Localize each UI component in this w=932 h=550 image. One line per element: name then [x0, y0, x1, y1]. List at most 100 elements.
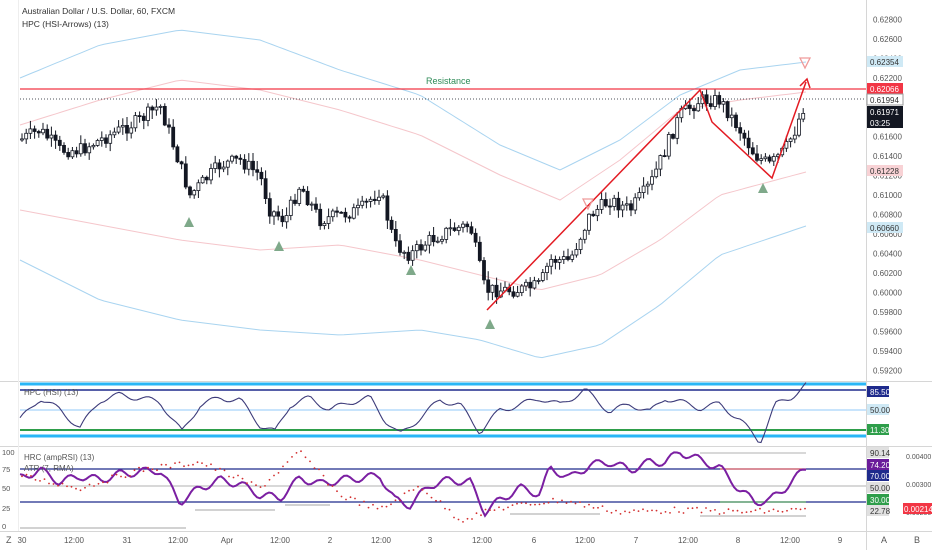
atr-dot	[678, 511, 680, 513]
candle-body	[801, 113, 806, 120]
candle-body	[423, 244, 428, 251]
atr-dot	[381, 505, 383, 508]
atr-dot	[313, 467, 316, 469]
atr-dot	[255, 484, 257, 486]
price-tick-label: 0.59200	[873, 367, 902, 376]
price-badge-label: 03:25	[870, 119, 891, 128]
candle-body	[692, 108, 696, 112]
candle-body	[461, 223, 465, 228]
indicator-title[interactable]: HPC (HSI-Arrows) (13)	[22, 19, 109, 29]
rsi-left-tick: 75	[2, 465, 10, 474]
hsi-badge	[867, 424, 889, 435]
symbol-title[interactable]: Australian Dollar / U.S. Dollar, 60, FXC…	[22, 6, 176, 16]
atr-dot	[723, 512, 725, 514]
atr-dot	[592, 507, 595, 509]
atr-dot	[619, 513, 622, 515]
atr-dot	[30, 475, 32, 477]
rsi-badge	[867, 447, 889, 458]
atr-dot	[538, 503, 541, 506]
atr-dot	[448, 508, 451, 511]
hsi-pane-label[interactable]: HPC (HSI) (13)	[24, 388, 79, 397]
auto-scale-button[interactable]: A	[881, 535, 887, 545]
atr-dot	[295, 452, 298, 454]
candle-body	[578, 238, 583, 250]
candle-body	[272, 211, 276, 217]
hsi-badge	[867, 404, 889, 415]
candle-body	[566, 256, 570, 260]
candle-body	[704, 94, 709, 105]
atr-dot	[642, 508, 644, 511]
atr-dot	[714, 509, 716, 511]
hsi-line	[19, 382, 807, 444]
candle-body	[78, 143, 83, 155]
atr-dot	[489, 509, 491, 511]
candle-body	[608, 205, 612, 208]
price-tick-label: 0.61000	[873, 191, 902, 200]
atr-dot	[340, 495, 343, 498]
atr-dot	[786, 509, 788, 512]
candle-body	[469, 226, 474, 234]
candle-body	[32, 128, 37, 132]
candle-body	[402, 251, 407, 254]
candle-body	[650, 176, 654, 185]
atr-dot	[291, 456, 293, 458]
candle-body	[99, 137, 104, 141]
atr-dot	[147, 466, 149, 469]
candle-body	[637, 192, 642, 199]
candle-body	[490, 284, 495, 293]
price-scale-toggle[interactable]: B	[914, 535, 920, 545]
price-tick-label: 0.62600	[873, 35, 902, 44]
candle-body	[482, 260, 486, 281]
candle-body	[385, 195, 390, 221]
candle-body	[771, 156, 776, 162]
candle-body	[267, 198, 272, 217]
atr-dot	[250, 481, 253, 483]
candle-body	[603, 199, 608, 207]
atr-dot	[412, 489, 415, 491]
candle-body	[343, 211, 348, 218]
rsi-left-tick: 100	[2, 448, 15, 457]
atr-dot	[61, 482, 64, 485]
atr-dot	[529, 503, 532, 506]
candle-body	[314, 203, 318, 210]
atr-dot	[246, 482, 248, 484]
atr-dot	[579, 501, 581, 503]
atr-dot	[408, 489, 410, 492]
price-tick-label: 0.62800	[873, 16, 902, 25]
candle-body	[87, 146, 92, 154]
atr-dot	[34, 479, 37, 481]
candle-body	[725, 101, 730, 119]
candle-body	[330, 210, 335, 218]
atr-pane-label[interactable]: ATR (7, RMA)	[24, 464, 74, 473]
price-tick-label: 0.60800	[873, 211, 902, 220]
price-badge	[867, 106, 903, 117]
candle-body	[524, 281, 528, 287]
atr-dot	[142, 470, 145, 473]
candle-body	[452, 227, 457, 231]
candle-body	[259, 171, 264, 180]
atr-dot	[435, 499, 437, 502]
candle-body	[356, 204, 360, 209]
atr-dot	[187, 464, 190, 467]
candle-body	[326, 216, 331, 224]
candle-body	[297, 188, 302, 204]
candle-body	[62, 144, 66, 153]
candle-body	[91, 144, 96, 148]
atr-dot	[93, 485, 95, 487]
candle-body	[528, 281, 533, 289]
atr-dot	[282, 465, 284, 468]
chart-legend: Australian Dollar / U.S. Dollar, 60, FXC…	[22, 5, 175, 31]
candle-body	[293, 199, 297, 204]
atr-dot	[705, 507, 707, 509]
candle-body	[595, 208, 600, 217]
candle-body	[784, 141, 789, 149]
atr-dot	[21, 475, 23, 478]
candle-body	[620, 204, 625, 211]
atr-dot	[66, 485, 68, 488]
atr-dot	[696, 506, 698, 509]
price-tick-label: 0.61400	[873, 152, 902, 161]
buy-arrow	[274, 241, 284, 251]
zoom-reset-button[interactable]: Z	[6, 535, 12, 545]
rsi-pane-label[interactable]: HRC (ampRSI) (13)	[24, 453, 95, 462]
